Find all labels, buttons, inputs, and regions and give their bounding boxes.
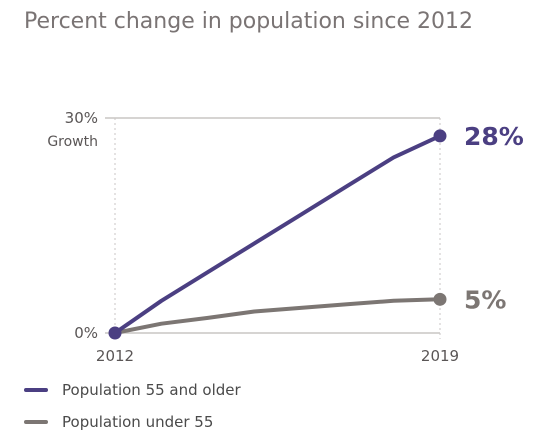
series-line-55-older — [113, 133, 442, 335]
y-tick-label-top: 30% — [65, 109, 98, 127]
x-tick-label-end: 2019 — [421, 347, 459, 365]
legend-label-55-older: Population 55 and older — [62, 381, 241, 399]
series-layer — [108, 129, 447, 340]
legend-item-55-older: Population 55 and older — [24, 381, 241, 399]
labels-layer: 5% 28% — [464, 122, 524, 314]
grid — [105, 117, 441, 339]
end-point-under-55 — [433, 292, 447, 306]
chart-title: Percent change in population since 2012 — [24, 9, 473, 34]
start-point — [108, 326, 122, 340]
y-axis-label: Growth — [47, 134, 98, 150]
legend-item-under-55: Population under 55 — [24, 413, 213, 431]
end-point-55-older — [433, 129, 447, 143]
legend-swatch-55-older — [24, 388, 48, 392]
x-tick-label-start: 2012 — [96, 347, 134, 365]
end-label-under-55: 5% — [464, 285, 506, 314]
axes: 30% 0% Growth 2012 2019 — [47, 109, 459, 365]
end-label-55-older: 28% — [464, 122, 524, 151]
y-tick-label-bottom: 0% — [74, 324, 98, 342]
series-line-under-55 — [113, 297, 442, 335]
legend-label-under-55: Population under 55 — [62, 413, 214, 431]
legend-swatch-under-55 — [24, 420, 48, 424]
